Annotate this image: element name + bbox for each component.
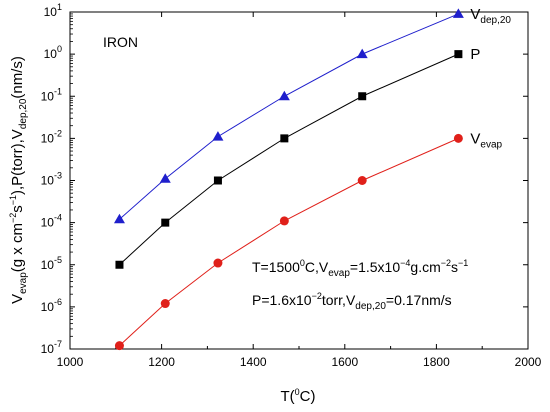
- y-axis-title: Vevap(g x cm−2s−1),P(torr),Vdep,20(nm/s): [8, 56, 29, 304]
- y-axis-title-p1: V: [9, 294, 26, 304]
- x-tick-label: 1000: [57, 355, 84, 369]
- x-axis-title-tail: C): [300, 388, 316, 405]
- annotation-1-c: =1.5x10: [350, 259, 400, 275]
- annotation-1-b: C,V: [305, 259, 329, 275]
- x-tick-label: 1200: [148, 355, 175, 369]
- data-point-vdep-20: [278, 90, 290, 101]
- y-tick-label: 10-1: [41, 86, 62, 103]
- y-axis-title-p3: s: [9, 205, 26, 213]
- y-axis-title-s3: −1: [8, 195, 18, 205]
- x-axis-title-main: T(: [280, 388, 294, 405]
- data-point-p: [213, 176, 222, 185]
- series-label-main: V: [470, 130, 480, 147]
- data-point-p: [358, 92, 367, 101]
- annotation-1-d: g.cm: [410, 259, 440, 275]
- series-label-sub: evap: [480, 139, 502, 150]
- x-tick-label: 1800: [423, 355, 450, 369]
- annotation-1-a-sup: 0: [300, 258, 305, 268]
- annotation-1-e: s: [451, 259, 458, 275]
- data-point-vevap: [213, 258, 223, 268]
- series-label-main: P: [470, 46, 480, 63]
- y-tick-label: 10-7: [41, 339, 62, 356]
- data-point-vdep-20: [159, 173, 171, 183]
- y-tick-label: 10-2: [41, 128, 62, 145]
- data-point-vdep-20: [212, 131, 224, 141]
- y-axis-title-s2: −2: [8, 213, 18, 223]
- annotation-1-d-sup: −2: [441, 258, 451, 268]
- data-point-vdep-20: [452, 8, 464, 18]
- y-axis-title-p2: (g x cm: [9, 223, 26, 272]
- data-point-p: [454, 50, 463, 59]
- y-tick-label: 10-6: [41, 297, 62, 314]
- data-point-vevap: [453, 133, 463, 143]
- data-point-vevap: [279, 216, 289, 226]
- annotation-line-2: P=1.6x10−2torr,Vdep,20=0.17nm/s: [252, 291, 452, 312]
- x-axis-title: T(0C): [280, 387, 315, 405]
- y-axis-title-p5: (nm/s): [9, 56, 26, 99]
- series-line-vdep-20: [119, 13, 459, 220]
- axis-ticks: [69, 11, 529, 350]
- y-tick-label: 10-4: [41, 213, 62, 230]
- annotation-1-b-sub: evap: [328, 268, 350, 279]
- x-tick-label: 2000: [515, 355, 542, 369]
- series-line-vevap: [119, 137, 459, 347]
- data-point-vevap: [114, 341, 124, 351]
- x-tick-label: 1400: [240, 355, 267, 369]
- annotation-2-a-sup: −2: [312, 291, 322, 301]
- annotation-2-b: torr,V: [322, 292, 356, 308]
- series-label-p: P: [470, 46, 480, 63]
- y-tick-label: 101: [44, 2, 62, 19]
- annotation-line-1: T=15000C,Vevap=1.5x10−4g.cm−2s−1: [252, 258, 468, 279]
- annotation-1-e-sup: −1: [458, 258, 468, 268]
- data-point-p: [161, 218, 170, 227]
- y-axis-title-p4: ),P(torr),V: [9, 129, 26, 195]
- data-point-vevap: [357, 176, 367, 185]
- data-point-p: [115, 260, 124, 269]
- series-line-p: [119, 53, 459, 266]
- material-label: IRON: [103, 34, 138, 50]
- annotation-2-c: =0.17nm/s: [386, 292, 452, 308]
- series-label-vdep-20: Vdep,20: [470, 6, 511, 26]
- annotation-2-b-sub: dep,20: [355, 301, 386, 312]
- y-tick-label: 10-3: [41, 171, 62, 188]
- series-label-vevap: Vevap: [470, 130, 502, 150]
- series-vevap: Vevap: [114, 130, 503, 351]
- data-point-p: [280, 134, 289, 143]
- x-axis-title-sup: 0: [295, 387, 300, 397]
- y-tick-label: 100: [44, 44, 62, 61]
- y-tick-label: 10-5: [41, 255, 62, 272]
- series-vdep-20: Vdep,20: [113, 6, 511, 224]
- data-point-vdep-20: [113, 213, 125, 224]
- series-p: P: [115, 46, 480, 269]
- annotation-2-a: P=1.6x10: [252, 292, 312, 308]
- y-axis-title-s1: evap: [18, 272, 29, 294]
- data-point-vdep-20: [356, 48, 368, 59]
- series-label-sub: dep,20: [480, 15, 511, 26]
- data-point-vevap: [160, 299, 170, 309]
- series-label-main: V: [470, 6, 480, 23]
- axis-tick-labels: 1000 1200 1400 1600 1800 200010-710-610-510-4…: [41, 2, 542, 369]
- x-tick-label: 1600: [331, 355, 358, 369]
- annotation-1-a: T=1500: [252, 259, 300, 275]
- y-axis-title-s4: dep,20: [18, 98, 29, 129]
- annotation-1-c-sup: −4: [400, 258, 410, 268]
- series-layer: Vdep,20 P Vevap: [113, 6, 511, 351]
